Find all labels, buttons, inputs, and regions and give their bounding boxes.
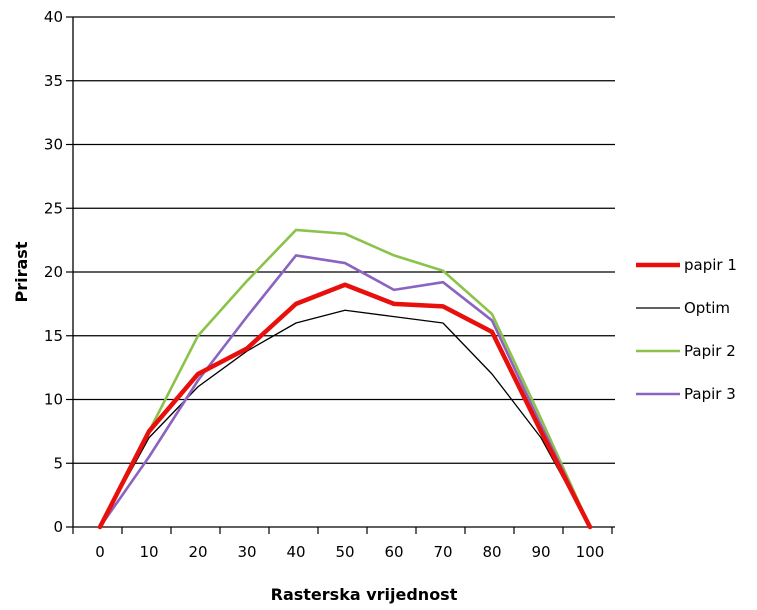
series-lines xyxy=(97,228,593,530)
y-tick-label: 10 xyxy=(44,391,63,409)
x-tick-label: 30 xyxy=(237,543,256,561)
y-tick-label: 20 xyxy=(44,263,63,281)
series-line-papir-3 xyxy=(98,254,592,529)
x-tick-label: 60 xyxy=(384,543,403,561)
legend-label: Papir 2 xyxy=(684,342,736,360)
y-tick-labels: 0 5 10 15 20 25 30 35 40 xyxy=(44,8,63,536)
gridlines xyxy=(73,16,615,464)
axes xyxy=(66,16,615,534)
x-tick-label: 80 xyxy=(482,543,501,561)
y-tick-label: 25 xyxy=(44,199,63,217)
x-tick-label: 100 xyxy=(576,543,605,561)
series-line-papir-2 xyxy=(98,228,592,529)
x-tick-labels: 0 10 20 30 40 50 60 70 80 90 100 xyxy=(95,543,604,561)
series-line-papir-1 xyxy=(97,282,593,530)
y-tick-label: 40 xyxy=(44,8,63,26)
x-tick-label: 70 xyxy=(433,543,452,561)
x-tick-label: 50 xyxy=(335,543,354,561)
x-tick-label: 0 xyxy=(95,543,105,561)
y-axis-title: Prirast xyxy=(12,241,31,302)
y-tick-label: 5 xyxy=(53,454,63,472)
x-axis-title: Rasterska vrijednost xyxy=(271,585,458,604)
x-tick-label: 90 xyxy=(531,543,550,561)
x-tick-label: 20 xyxy=(188,543,207,561)
y-tick-label: 35 xyxy=(44,72,63,90)
legend-label: Optim xyxy=(684,299,730,317)
legend-label: Papir 3 xyxy=(684,385,736,403)
x-tick-label: 10 xyxy=(139,543,158,561)
legend: papir 1 Optim Papir 2 Papir 3 xyxy=(636,256,737,403)
y-tick-label: 30 xyxy=(44,136,63,154)
legend-label: papir 1 xyxy=(684,256,737,274)
y-tick-label: 15 xyxy=(44,327,63,345)
y-tick-label: 0 xyxy=(53,518,63,536)
x-tick-label: 40 xyxy=(286,543,305,561)
